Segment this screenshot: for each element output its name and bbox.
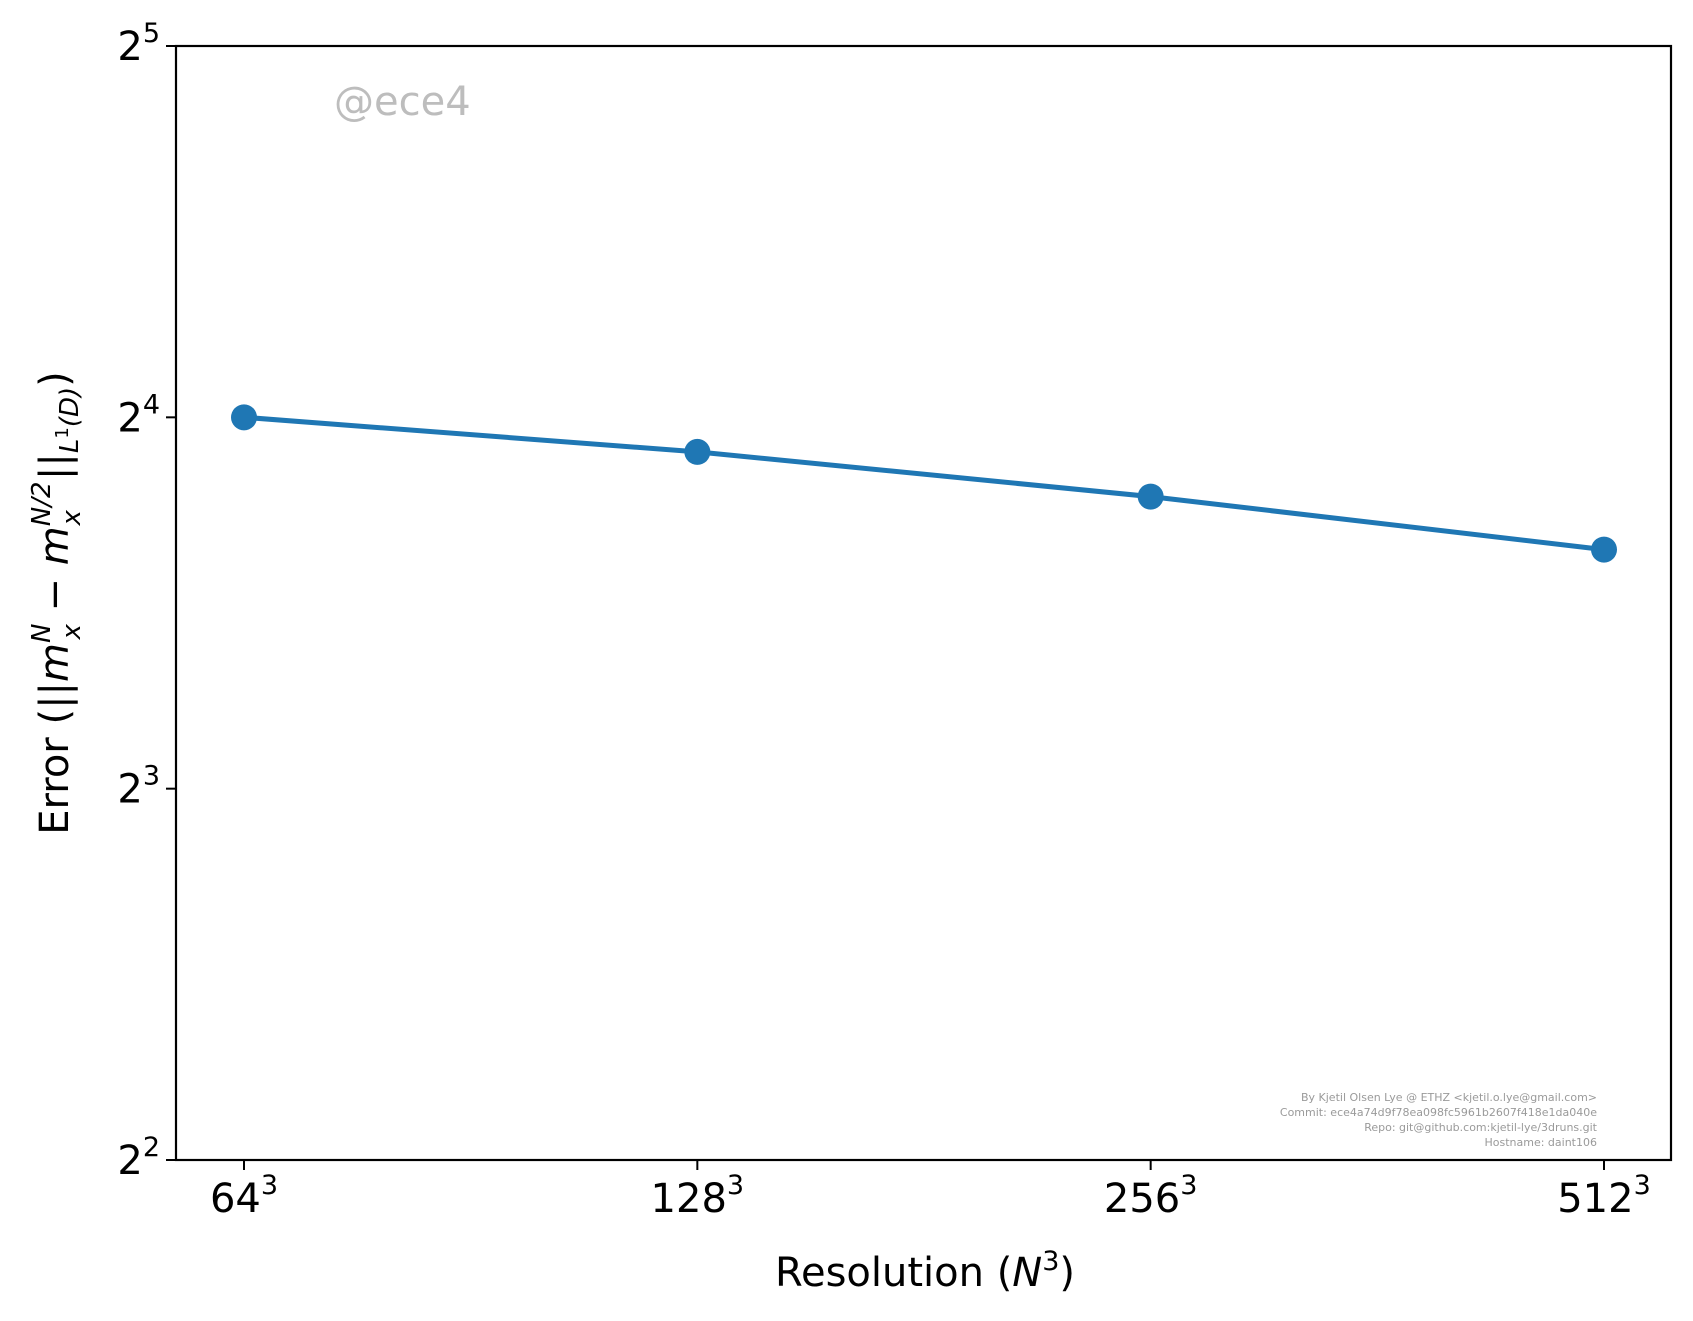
series-line [243,414,1605,553]
credit-line-3: Hostname: daint106 [1484,1136,1597,1149]
y-label-norm: || [32,453,78,480]
y-label-term1-sub: x [57,624,87,641]
y-label-suffix: ) [32,371,78,387]
y-tick-label-3: 25 [117,18,160,70]
credit-line-2: Repo: git@github.com:kjetil-lye/3druns.g… [1364,1121,1597,1134]
x-tick-label-1: 1283 [651,1170,745,1222]
data-point-0 [231,404,257,431]
y-axis-label: Error (||mNx − mN/2x||L1(D)) [27,371,87,835]
data-point-1 [684,438,711,465]
y-label-norm-sub: L [55,439,85,454]
y-label-minus: − [32,565,78,624]
credit-line-1: Commit: ece4a74d9f78ea098fc5961b2607f418… [1280,1106,1597,1119]
x-axis-label: Resolution (N3) [775,1246,1075,1296]
data-point-2 [1137,483,1164,510]
credits-block: By Kjetil Olsen Lye @ ETHZ <kjetil.o.lye… [1280,1091,1598,1149]
y-label-term1: m [32,643,78,682]
y-label-norm-sub-sup: 1 [52,427,73,438]
x-axis-ticks: 643 1283 2563 5123 [210,1160,1651,1222]
x-axis-label-var: N [1012,1250,1042,1296]
x-axis-label-text: Resolution ( [775,1250,1012,1296]
y-label-term2-sub: x [57,509,87,526]
x-tick-label-2: 2563 [1104,1170,1198,1222]
x-axis-label-close: ) [1059,1250,1075,1296]
x-tick-label-3: 5123 [1557,1170,1651,1222]
y-tick-label-0: 22 [117,1132,160,1184]
series-points [231,404,1617,563]
y-axis-ticks: 22 23 24 25 [117,18,176,1184]
plot-area [174,44,1673,1162]
y-label-term2-sup: N/2 [27,481,57,526]
x-tick-label-0: 643 [210,1170,278,1222]
y-tick-label-2: 24 [117,389,160,441]
y-label-norm-sub-tail: (D) [55,387,85,427]
watermark: @ece4 [334,79,471,125]
y-label-term1-sup: N [27,624,57,643]
credit-line-0: By Kjetil Olsen Lye @ ETHZ <kjetil.o.lye… [1301,1091,1597,1104]
data-point-3 [1591,536,1617,563]
y-label-prefix: Error (|| [32,682,78,835]
y-label-term2: m [32,526,78,565]
x-axis-label-exp: 3 [1042,1246,1059,1277]
y-tick-label-1: 23 [117,761,160,813]
